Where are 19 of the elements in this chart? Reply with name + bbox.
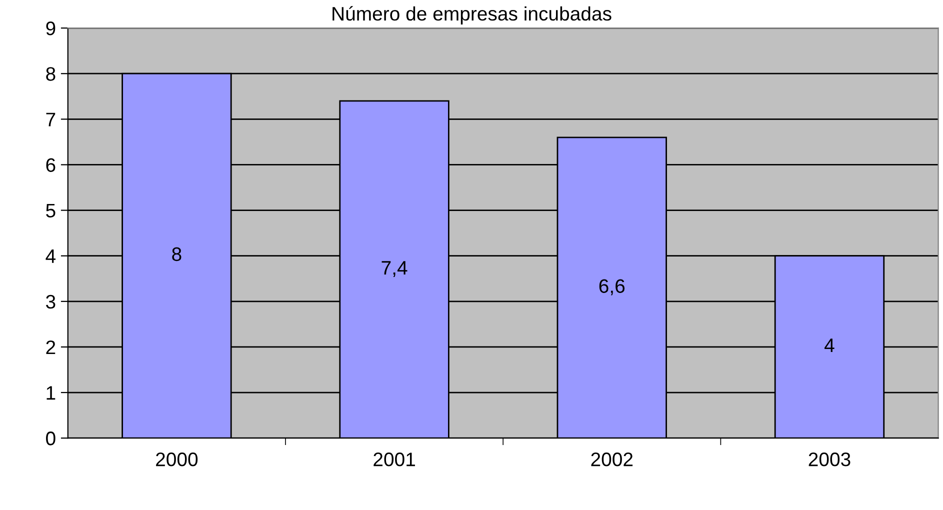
data-label: 7,4 xyxy=(382,261,408,278)
y-tick-label: 8 xyxy=(46,67,56,81)
y-tick-label: 4 xyxy=(46,250,56,263)
x-tick-label: 2003 xyxy=(808,452,850,466)
y-tick-label: 6 xyxy=(46,158,56,172)
data-label: 6,6 xyxy=(599,279,625,296)
x-tick-label: 2000 xyxy=(156,452,198,466)
y-tick-label: 2 xyxy=(46,340,56,354)
y-tick-label: 7 xyxy=(46,112,56,126)
x-tick-label: 2001 xyxy=(374,452,415,466)
y-tick-label: 3 xyxy=(46,294,56,309)
y-tick-label: 9 xyxy=(46,22,56,36)
y-tick-label: 5 xyxy=(46,204,56,218)
data-label: 4 xyxy=(824,338,834,352)
y-tick-label: 1 xyxy=(46,386,56,400)
data-label: 8 xyxy=(172,247,182,262)
y-tick-label: 0 xyxy=(46,432,56,446)
chart-title: Número de empresas incubadas xyxy=(332,6,612,24)
x-tick-label: 2002 xyxy=(591,452,633,466)
